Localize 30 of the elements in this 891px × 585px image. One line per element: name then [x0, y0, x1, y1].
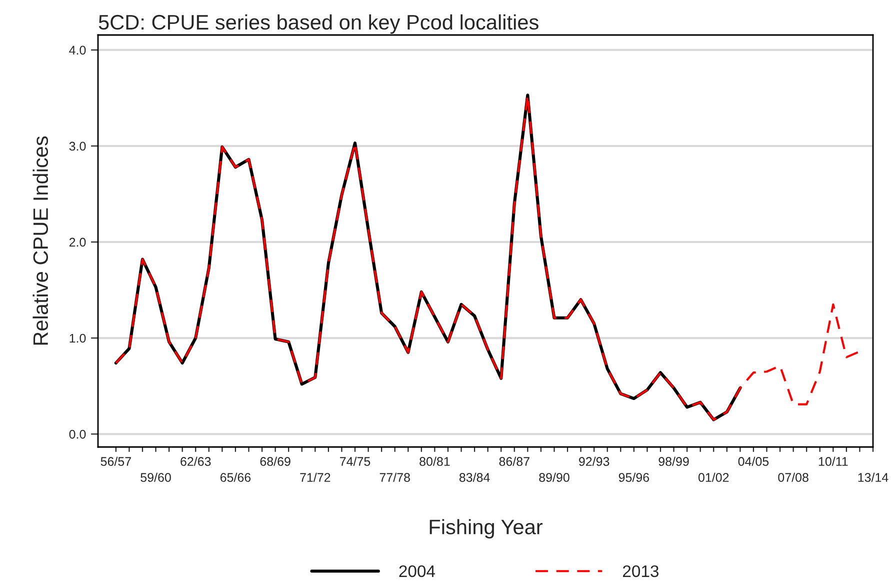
x-tick-label: 13/14 [858, 472, 888, 482]
x-tick-label: 59/60 [140, 472, 171, 482]
x-axis-title: Fishing Year [430, 519, 542, 538]
x-tick-label: 68/69 [260, 456, 290, 466]
x-tick-label: 83/84 [459, 472, 490, 482]
x-tick-label: 77/78 [380, 472, 410, 482]
x-tick-label: 10/11 [818, 456, 848, 466]
x-tick-label: 86/87 [499, 456, 530, 466]
x-tick-label: 74/75 [340, 456, 370, 466]
legend-label: 2004 [399, 565, 436, 578]
x-tick-label: 65/66 [220, 472, 251, 482]
x-tick-label: 62/63 [180, 456, 211, 466]
x-tick-label: 04/05 [738, 456, 769, 466]
x-tick-label: 71/72 [300, 472, 330, 482]
x-tick-label: 95/96 [618, 472, 650, 482]
y-tick-label: 4.0 [69, 46, 86, 55]
chart-title: 5CD: CPUE series based on key Pcod localities [98, 14, 538, 34]
legend-label: 2013 [623, 565, 659, 578]
x-tick-label: 07/08 [778, 472, 808, 482]
y-tick-label: 0.0 [69, 430, 86, 439]
x-tick-label: 01/02 [698, 472, 729, 482]
x-tick-label: 89/90 [539, 472, 570, 482]
y-tick-label: 2.0 [69, 238, 86, 247]
x-tick-label: 80/81 [420, 456, 450, 466]
x-tick-label: 92/93 [579, 456, 610, 466]
y-tick-label: 1.0 [70, 334, 86, 343]
x-tick-label: 98/99 [658, 456, 689, 466]
y-tick-label: 3.0 [69, 142, 86, 151]
y-axis-title: Relative CPUE Indices [32, 136, 48, 345]
x-tick-label: 56/57 [100, 456, 131, 466]
